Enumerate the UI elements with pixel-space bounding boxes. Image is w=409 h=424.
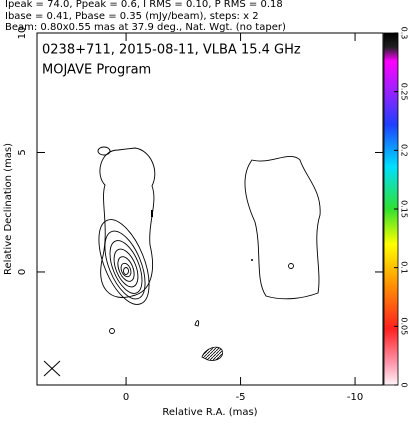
y-tick-label: 0 xyxy=(17,269,28,275)
x-tick-label: -10 xyxy=(347,392,363,403)
contours xyxy=(43,146,321,377)
chart-title: 0238+711, 2015-08-11, VLBA 15.4 GHz xyxy=(42,43,301,58)
colorbar-tick-label: 0.3 xyxy=(400,27,409,40)
colorbar-tick-label: 0.15 xyxy=(400,200,409,218)
colorbar-tick-label: 0.2 xyxy=(400,144,409,157)
colorbar-tick-label: 0.05 xyxy=(400,317,409,335)
colorbar-tick-label: 0.25 xyxy=(400,83,409,101)
colorbar-tick-label: 0.1 xyxy=(400,261,409,274)
y-axis-label: Relative Declination (mas) xyxy=(3,143,14,275)
annotation: Ipeak = 74.0, Ppeak = 0.6, I RMS = 0.10,… xyxy=(5,0,283,10)
x-tick-label: -5 xyxy=(236,392,246,403)
x-tick-label: 0 xyxy=(123,392,129,403)
colorbar-tick-label: 0 xyxy=(400,382,409,387)
plot-frame xyxy=(36,32,384,386)
annotation: Beam: 0.80x0.55 mas at 37.9 deg., Nat. W… xyxy=(5,22,286,33)
annotation: Ibase = 0.41, Pbase = 0.35 (mJy/beam), s… xyxy=(5,11,259,22)
y-tick-label: 5 xyxy=(17,149,28,155)
y-tick-label: 10 xyxy=(17,27,28,40)
x-axis-label: Relative R.A. (mas) xyxy=(162,407,257,418)
chart-subtitle: MOJAVE Program xyxy=(42,63,151,78)
